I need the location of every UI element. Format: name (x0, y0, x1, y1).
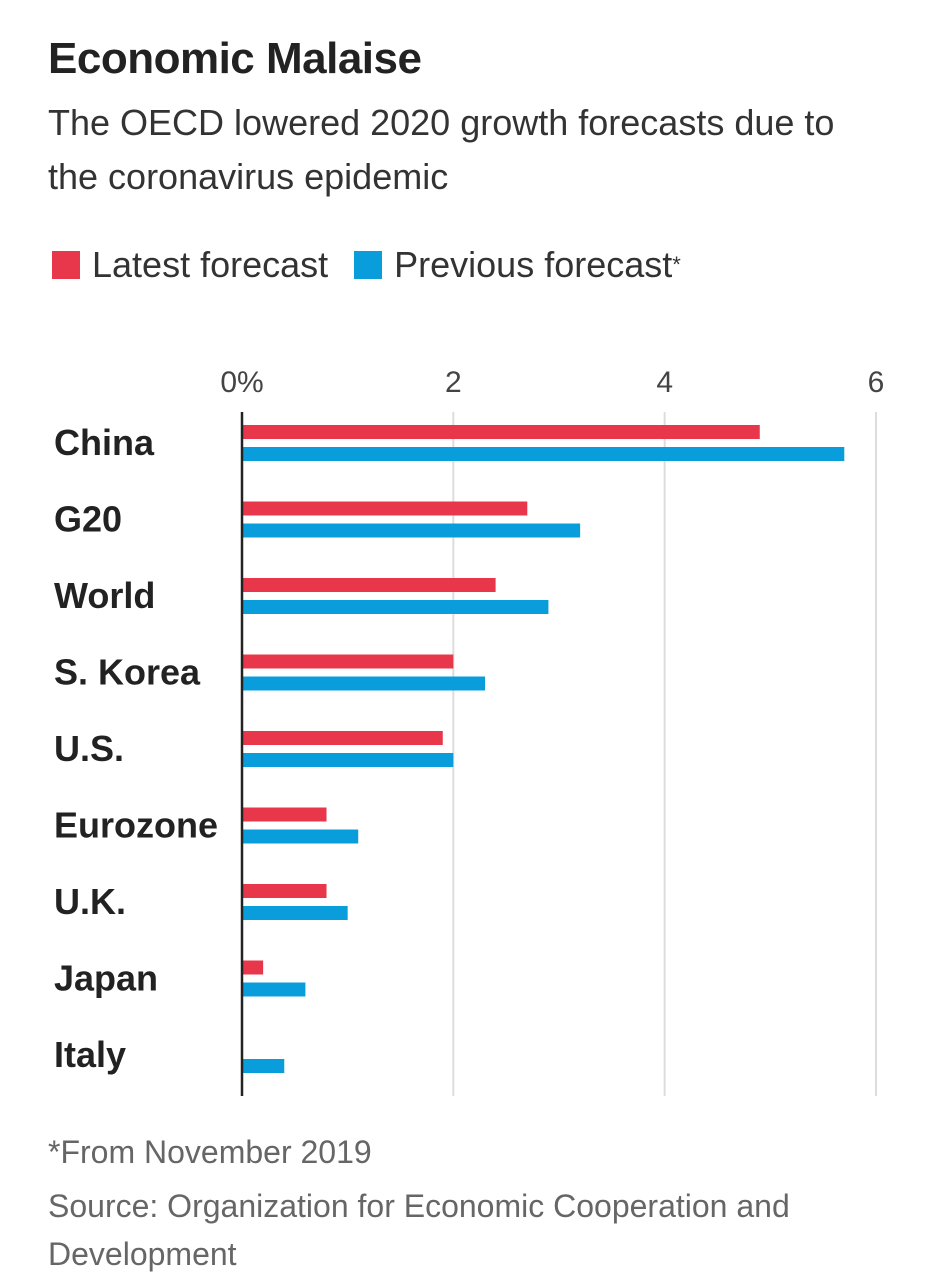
bar-previous (242, 982, 306, 997)
legend: Latest forecast Previous forecast * (52, 240, 707, 290)
bar-latest (242, 425, 760, 439)
bar-previous (242, 829, 359, 844)
bar-previous (242, 906, 348, 920)
source-note: Source: Organization for Economic Cooper… (48, 1188, 790, 1272)
bar-previous (242, 600, 549, 614)
category-label: Eurozone (54, 805, 218, 846)
footnote: *From November 2019 (48, 1134, 372, 1170)
category-label: G20 (54, 499, 122, 540)
bar-chart: 0% 2 4 6 China G20 World S. Korea U.S. Eurozone U.… (54, 366, 885, 1096)
bar-previous (242, 676, 486, 691)
bar-previous (242, 523, 581, 538)
bar-latest (242, 654, 454, 669)
bar-latest (242, 884, 327, 898)
category-label: S. Korea (54, 652, 201, 693)
bar-latest (242, 960, 264, 975)
legend-item-previous: Previous forecast * (354, 244, 681, 286)
legend-swatch-previous (354, 251, 383, 279)
x-tick-label: 0% (220, 366, 263, 399)
bar-previous (242, 753, 454, 767)
category-label: Italy (54, 1034, 126, 1075)
legend-swatch-latest (52, 251, 80, 279)
bar-latest (242, 501, 528, 516)
bar-latest (242, 807, 327, 822)
category-label: U.S. (54, 728, 124, 769)
bar-latest (242, 731, 443, 745)
category-label: China (54, 422, 155, 463)
chart-title: Economic Malaise (48, 34, 422, 83)
legend-item-latest: Latest forecast (52, 244, 328, 286)
chart-subtitle: The OECD lowered 2020 growth forecasts d… (48, 102, 835, 197)
bar-previous (242, 1059, 285, 1073)
x-tick-label: 4 (656, 366, 673, 399)
legend-note-marker: * (672, 252, 681, 277)
category-label: World (54, 575, 155, 616)
category-label: U.K. (54, 881, 126, 922)
bar-latest (242, 578, 496, 592)
legend-label-previous: Previous forecast (394, 244, 673, 285)
legend-label-latest: Latest forecast (92, 244, 329, 285)
category-label: Japan (54, 958, 158, 999)
x-tick-label: 2 (445, 366, 462, 399)
bar-previous (242, 447, 845, 461)
x-tick-label: 6 (868, 366, 885, 399)
